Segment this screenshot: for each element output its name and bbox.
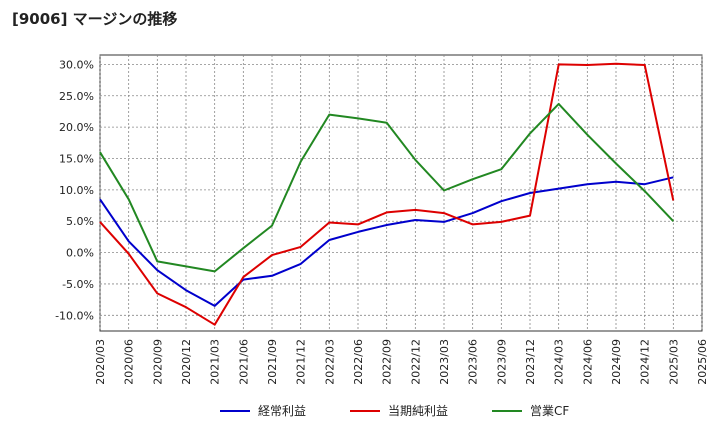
- y-tick-label: 25.0%: [59, 90, 94, 103]
- x-tick-label: 2025/03: [667, 339, 680, 385]
- x-tick-label: 2023/12: [524, 339, 537, 385]
- series-line-2: [99, 62, 675, 326]
- x-tick-label: 2022/12: [409, 339, 422, 385]
- legend-label: 当期純利益: [388, 404, 448, 418]
- x-tick-label: 2025/06: [696, 339, 709, 385]
- y-tick-label: 15.0%: [59, 153, 94, 166]
- x-tick-label: 2021/12: [295, 339, 308, 385]
- x-tick-label: 2023/09: [495, 339, 508, 385]
- x-tick-label: 2020/12: [180, 339, 193, 385]
- series-line-1: [99, 176, 674, 307]
- legend-label: 経常利益: [258, 404, 306, 418]
- y-tick-label: -10.0%: [55, 309, 94, 322]
- x-tick-label: 2020/06: [123, 339, 136, 385]
- x-tick-label: 2022/03: [323, 339, 336, 385]
- y-tick-label: 0.0%: [66, 247, 94, 260]
- y-tick-label: 20.0%: [59, 121, 94, 134]
- plot-frame: [99, 54, 703, 332]
- y-tick-label: 10.0%: [59, 184, 94, 197]
- y-tick-label: 5.0%: [66, 215, 94, 228]
- x-tick-label: 2022/06: [352, 339, 365, 385]
- x-tick-label: 2024/06: [581, 339, 594, 385]
- x-tick-label: 2021/06: [237, 339, 250, 385]
- x-tick-label: 2020/03: [94, 339, 107, 385]
- x-tick-label: 2023/06: [467, 339, 480, 385]
- series-line-3: [99, 102, 675, 273]
- x-tick-label: 2023/03: [438, 339, 451, 385]
- chart-title: [9006] マージンの推移: [12, 10, 178, 28]
- x-tick-label: 2021/03: [209, 339, 222, 385]
- x-tick-label: 2024/09: [610, 339, 623, 385]
- x-tick-label: 2021/09: [266, 339, 279, 385]
- x-tick-label: 2024/03: [553, 339, 566, 385]
- x-tick-label: 2022/09: [381, 339, 394, 385]
- x-tick-label: 2020/09: [151, 339, 164, 385]
- legend-label: 営業CF: [530, 404, 569, 418]
- y-tick-label: 30.0%: [59, 58, 94, 71]
- x-tick-label: 2024/12: [639, 339, 652, 385]
- y-tick-label: -5.0%: [62, 278, 94, 291]
